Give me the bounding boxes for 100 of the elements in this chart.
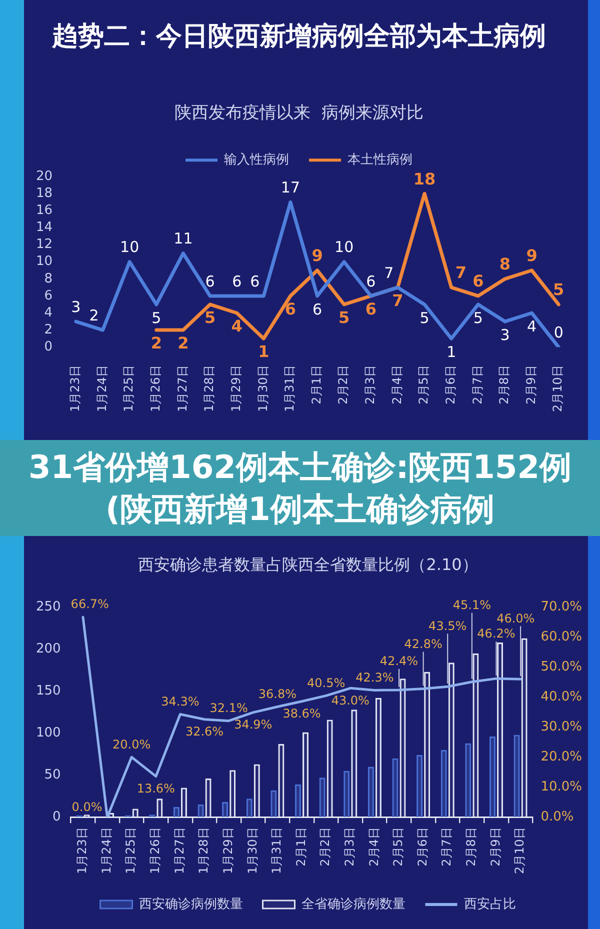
y-tick-label: 0 — [44, 339, 53, 354]
x-tick-label: 2月8日 — [497, 365, 512, 404]
x-tick-label: 2月3日 — [342, 827, 357, 866]
data-label: 40.5% — [307, 676, 346, 690]
data-label: 4 — [231, 316, 242, 336]
y-tick-label: 200 — [36, 642, 61, 657]
data-label: 18 — [413, 169, 436, 188]
x-tick-label: 2月3日 — [363, 365, 378, 404]
y-tick-label: 12 — [36, 237, 53, 252]
x-tick-label: 2月10日 — [512, 827, 527, 874]
x-tick-label: 2月9日 — [524, 365, 538, 404]
data-label: 38.6% — [282, 706, 321, 720]
y2-tick-label: 20.0% — [540, 750, 582, 764]
y-tick-label: 250 — [36, 600, 61, 615]
data-label: 42.4% — [380, 654, 418, 668]
y2-tick-label: 60.0% — [540, 630, 582, 645]
x-tick-label: 1月26日 — [148, 827, 162, 874]
bar — [173, 807, 180, 818]
x-tick-label: 2月1日 — [309, 365, 324, 404]
data-label: 0 — [554, 323, 564, 342]
legend-label: 输入性病例 — [224, 152, 289, 168]
bar — [416, 754, 423, 818]
data-label: 1 — [258, 342, 270, 362]
data-label: 5 — [204, 308, 216, 328]
y-tick-label: 20 — [36, 168, 53, 184]
data-label: 45.1% — [452, 598, 491, 612]
chart-subtitle: 陕西发布疫情以来 病例来源对比 — [174, 102, 424, 123]
y-tick-label: 4 — [44, 305, 53, 320]
x-tick-label: 2月7日 — [470, 365, 484, 404]
x-tick-label: 2月1日 — [294, 827, 308, 866]
data-label: 10 — [334, 238, 354, 256]
data-label: 66.7% — [70, 597, 109, 612]
data-label: 20.0% — [112, 737, 151, 752]
chart-title: 趋势二：今日陕西新增病例全部为本土病例 — [51, 21, 546, 52]
x-tick-label: 2月7日 — [440, 827, 454, 866]
x-tick-label: 2月10日 — [550, 365, 565, 412]
data-label: 7 — [392, 291, 404, 310]
data-label: 2 — [89, 306, 99, 324]
x-tick-label: 2月5日 — [391, 827, 406, 866]
x-tick-label: 2月6日 — [443, 365, 458, 404]
x-tick-label: 2月2日 — [336, 365, 350, 404]
data-label: 8 — [499, 254, 511, 274]
data-label: 43.0% — [331, 693, 370, 708]
bar — [344, 770, 350, 818]
x-tick-label: 2月6日 — [415, 827, 430, 866]
x-tick-label: 2月5日 — [416, 365, 431, 404]
y-tick-label: 2 — [44, 322, 53, 338]
data-label: 5 — [473, 308, 483, 327]
x-tick-label: 1月24日 — [99, 827, 114, 874]
data-label: 32.1% — [210, 700, 248, 715]
chart-title: 西安确诊患者数量占陕西全省数量比例（2.10） — [138, 554, 478, 574]
data-label: 5 — [420, 308, 430, 327]
y2-tick-label: 30.0% — [540, 720, 582, 735]
x-tick-label: 1月30日 — [245, 827, 260, 874]
data-label: 7 — [455, 263, 466, 282]
data-label: 5 — [553, 280, 564, 300]
data-label: 6 — [366, 272, 376, 290]
data-label: 42.8% — [404, 636, 442, 651]
data-label: 9 — [526, 246, 538, 266]
data-label: 5 — [338, 308, 350, 328]
data-label: 5 — [152, 308, 162, 327]
data-label: 6 — [312, 300, 322, 318]
data-label: 9 — [312, 246, 323, 266]
data-label: 3 — [500, 326, 510, 344]
x-tick-label: 1月23日 — [68, 365, 82, 412]
y-tick-label: 50 — [44, 767, 61, 782]
x-tick-label: 1月27日 — [172, 827, 186, 874]
y-tick-label: 0 — [52, 809, 61, 824]
y-tick-label: 18 — [36, 186, 53, 202]
x-tick-label: 1月28日 — [196, 827, 211, 874]
data-label: 6 — [250, 272, 260, 290]
legend-label: 全省确诊病例数量 — [301, 896, 406, 912]
bar — [489, 736, 496, 818]
y-tick-label: 8 — [44, 271, 53, 286]
x-tick-label: 1月27日 — [175, 365, 190, 412]
x-tick-label: 1月28日 — [202, 365, 216, 412]
x-tick-label: 1月25日 — [124, 827, 138, 874]
x-tick-label: 2月4日 — [390, 365, 404, 404]
data-label: 6 — [232, 272, 242, 290]
data-label: 6 — [205, 272, 215, 290]
x-tick-label: 2月8日 — [464, 827, 478, 866]
data-label: 2 — [178, 334, 189, 353]
data-label: 17 — [280, 178, 300, 197]
bar — [368, 766, 374, 818]
legend-label: 本土性病例 — [348, 152, 412, 168]
y2-tick-label: 40.0% — [540, 690, 582, 705]
text: 31省份增162例本土确诊:陕西152例(陕西新增1例本土确诊病例 — [0, 440, 600, 536]
y-tick-label: 6 — [44, 288, 53, 304]
data-label: 6 — [284, 300, 296, 319]
data-label: 34.9% — [234, 718, 272, 732]
x-tick-label: 1月31日 — [282, 365, 297, 412]
data-label: 7 — [384, 264, 394, 282]
data-label: 36.8% — [258, 686, 297, 701]
legend-label: 西安确诊病例数量 — [138, 896, 243, 912]
x-tick-label: 2月2日 — [318, 827, 332, 866]
x-tick-label: 2月9日 — [488, 827, 502, 866]
y-tick-label: 16 — [36, 203, 53, 218]
x-tick-label: 2月4日 — [366, 827, 381, 866]
data-label: 13.6% — [136, 781, 175, 796]
data-label: 1 — [446, 342, 456, 361]
